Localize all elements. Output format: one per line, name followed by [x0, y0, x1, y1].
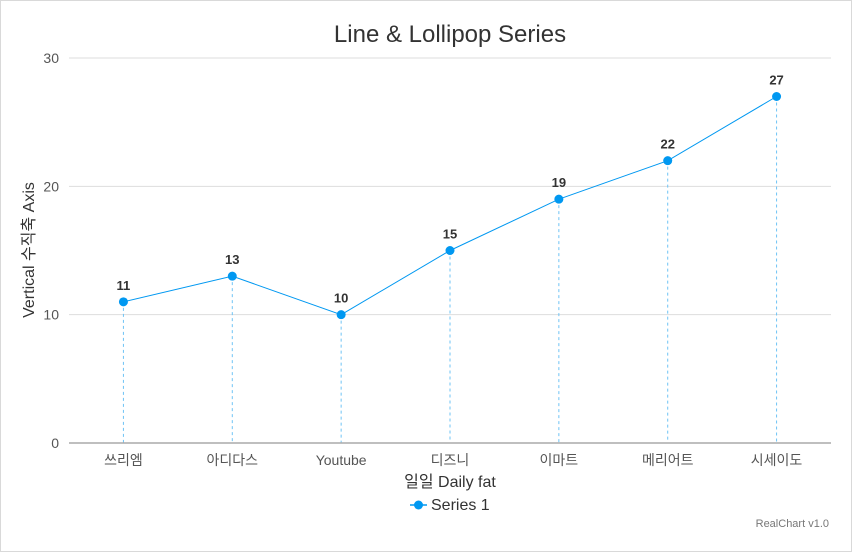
- x-tick-label: 시세이도: [751, 452, 803, 468]
- chart-title: Line & Lollipop Series: [334, 21, 566, 48]
- axis-layer: 0 10 20 30 쓰리엠 아디다스 Youtube 디즈니 이마트 메리어트 시세이도: [43, 50, 831, 468]
- data-label: 22: [660, 137, 674, 152]
- y-tick-label: 0: [51, 435, 59, 451]
- point-layer: [118, 92, 782, 320]
- data-point[interactable]: [118, 297, 128, 307]
- data-point[interactable]: [554, 194, 564, 204]
- data-label: 11: [117, 278, 131, 293]
- data-point[interactable]: [336, 310, 346, 320]
- x-tick-label: 아디다스: [207, 452, 259, 468]
- data-label: 10: [334, 291, 348, 306]
- data-label: 15: [443, 227, 457, 242]
- x-tick-label: 쓰리엠: [104, 452, 143, 468]
- x-tick-label: 이마트: [540, 452, 579, 468]
- data-point[interactable]: [663, 156, 673, 166]
- data-label: 19: [552, 175, 566, 190]
- x-tick-label: 디즈니: [431, 452, 470, 468]
- data-point[interactable]: [227, 271, 237, 281]
- y-axis-title: Vertical 수직축 Axis: [20, 182, 38, 318]
- y-tick-label: 10: [43, 307, 59, 323]
- grid-layer: [69, 57, 831, 316]
- y-tick-label: 20: [43, 178, 59, 194]
- x-axis-title: 일일 Daily fat: [404, 473, 496, 491]
- label-layer: 11 13 10 15 19 22 27: [117, 73, 784, 306]
- x-tick-label: Youtube: [316, 452, 367, 468]
- legend[interactable]: Series 1: [410, 497, 490, 514]
- credit-text: RealChart v1.0: [756, 518, 829, 530]
- y-tick-label: 30: [43, 50, 59, 66]
- legend-series-label: Series 1: [431, 497, 490, 514]
- data-label: 13: [225, 252, 239, 267]
- legend-marker-icon: [414, 500, 423, 510]
- stem-layer: [122, 96, 778, 443]
- data-point[interactable]: [772, 92, 782, 101]
- x-tick-label: 메리어트: [642, 452, 694, 468]
- data-label: 27: [769, 73, 783, 88]
- data-point[interactable]: [445, 246, 455, 255]
